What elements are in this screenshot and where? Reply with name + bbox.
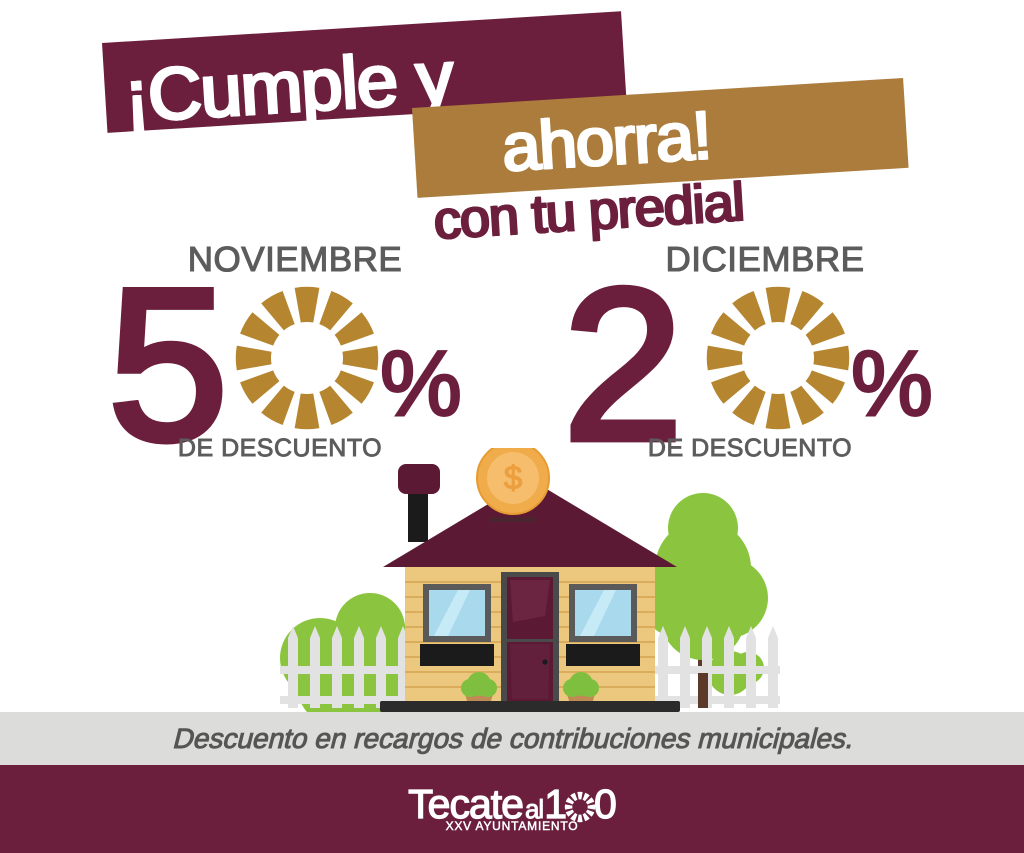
svg-text:$: $ — [503, 459, 523, 496]
